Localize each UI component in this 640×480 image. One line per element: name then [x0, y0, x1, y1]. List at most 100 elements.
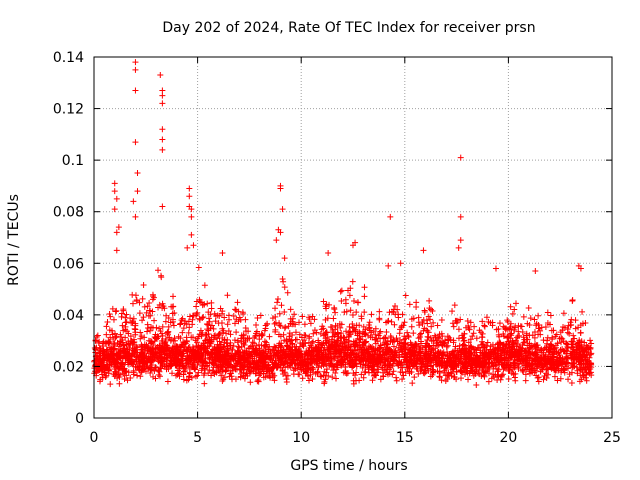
- data-point: [583, 377, 590, 384]
- data-point: [316, 360, 323, 367]
- data-point: [344, 355, 351, 362]
- data-point: [412, 341, 419, 348]
- data-point: [386, 370, 393, 377]
- data-point: [549, 358, 556, 365]
- data-point: [121, 375, 128, 382]
- data-point: [453, 317, 460, 324]
- data-point: [307, 320, 314, 327]
- data-point: [132, 66, 139, 73]
- data-point: [565, 376, 572, 383]
- data-point: [499, 344, 506, 351]
- data-point: [349, 312, 356, 319]
- data-point: [173, 345, 180, 352]
- data-point: [577, 360, 584, 367]
- data-point: [428, 323, 435, 330]
- data-point: [262, 373, 269, 380]
- data-point: [276, 340, 283, 347]
- data-point: [560, 324, 567, 331]
- data-point: [577, 329, 584, 336]
- data-point: [189, 346, 196, 353]
- data-point: [481, 344, 488, 351]
- data-point: [435, 341, 442, 348]
- data-point: [438, 330, 445, 337]
- data-point: [334, 329, 341, 336]
- data-point: [191, 365, 198, 372]
- data-point: [156, 373, 163, 380]
- data-point: [129, 291, 136, 298]
- data-point: [331, 350, 338, 357]
- data-point: [376, 315, 383, 322]
- data-point: [266, 368, 273, 375]
- data-point: [473, 382, 480, 389]
- data-point: [258, 354, 265, 361]
- data-point: [442, 378, 449, 385]
- data-point: [112, 308, 119, 315]
- data-point: [123, 311, 130, 318]
- data-point: [441, 367, 448, 374]
- data-point: [220, 329, 227, 336]
- data-point: [221, 314, 228, 321]
- data-point: [180, 325, 187, 332]
- data-point: [139, 366, 146, 373]
- data-point: [164, 331, 171, 338]
- data-point: [221, 343, 228, 350]
- data-point: [569, 298, 576, 305]
- data-point: [429, 308, 436, 315]
- data-point: [559, 327, 566, 334]
- data-point: [381, 351, 388, 358]
- data-point: [383, 366, 390, 373]
- data-point: [429, 369, 436, 376]
- data-point: [369, 377, 376, 384]
- data-point: [147, 370, 154, 377]
- data-point: [517, 323, 524, 330]
- data-point: [571, 335, 578, 342]
- data-point: [113, 307, 120, 314]
- x-tick-label: 5: [193, 430, 202, 446]
- data-point: [292, 329, 299, 336]
- data-point: [375, 366, 382, 373]
- data-point: [572, 317, 579, 324]
- data-point: [405, 332, 412, 339]
- data-point: [201, 282, 208, 289]
- data-point: [194, 372, 201, 379]
- data-point: [240, 369, 247, 376]
- data-point: [279, 354, 286, 361]
- data-point: [115, 372, 122, 379]
- data-point: [463, 359, 470, 366]
- data-point: [204, 336, 211, 343]
- data-point: [104, 318, 111, 325]
- data-point: [226, 373, 233, 380]
- data-point: [151, 349, 158, 356]
- data-point: [574, 370, 581, 377]
- data-point: [297, 362, 304, 369]
- data-point: [448, 360, 455, 367]
- data-point: [565, 344, 572, 351]
- data-point: [506, 367, 513, 374]
- data-point: [472, 359, 479, 366]
- data-point: [404, 329, 411, 336]
- data-point: [139, 343, 146, 350]
- data-point: [188, 231, 195, 238]
- data-point: [114, 352, 121, 359]
- data-point: [326, 301, 333, 308]
- data-point: [495, 373, 502, 380]
- data-point: [390, 368, 397, 375]
- data-point: [263, 341, 270, 348]
- data-point: [92, 368, 99, 375]
- data-point: [172, 337, 179, 344]
- data-point: [333, 338, 340, 345]
- data-point: [274, 352, 281, 359]
- data-point: [420, 247, 427, 254]
- data-point: [396, 354, 403, 361]
- data-point: [564, 354, 571, 361]
- data-point: [426, 297, 433, 304]
- data-point: [186, 373, 193, 380]
- data-point: [444, 333, 451, 340]
- data-point: [209, 359, 216, 366]
- data-point: [555, 350, 562, 357]
- data-point: [415, 342, 422, 349]
- data-point: [504, 318, 511, 325]
- data-point: [323, 305, 330, 312]
- data-point: [210, 360, 217, 367]
- data-point: [524, 361, 531, 368]
